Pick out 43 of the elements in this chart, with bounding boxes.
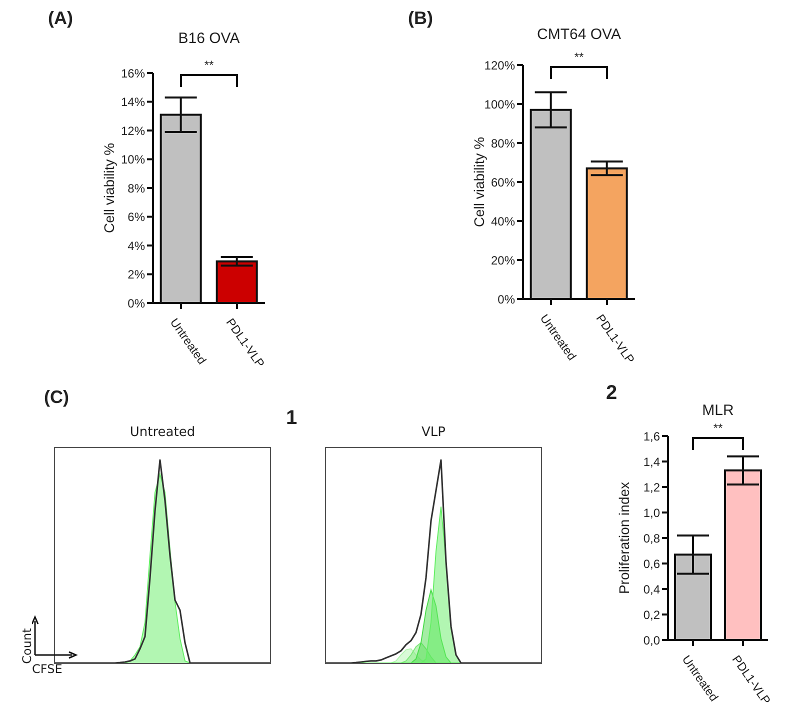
chart-title: VLP [420,425,446,440]
text: 1 [286,407,298,430]
y-tick-label: 10% [120,152,146,167]
text: 2 [606,382,618,405]
y-tick-label: 100% [484,97,516,112]
y-tick-label: 0,2 [643,608,660,622]
text: ** [712,421,724,435]
y-tick-label: 0% [128,296,146,310]
chart-title: Untreated [128,425,196,440]
y-tick-label: 2% [128,268,146,282]
y-tick-label: 20% [490,253,516,268]
y-tick-label: 60% [490,175,516,190]
text: (C) [44,387,69,408]
y-tick-label: 0,6 [643,556,660,571]
y-tick-label: 1,0 [643,506,660,520]
text: ** [573,50,585,64]
y-tick-label: 14% [120,95,146,110]
chart-title: CMT64 OVA [536,26,622,43]
y-tick-label: 16% [120,66,146,80]
y-tick-label: 0,8 [643,531,660,546]
y-tick-label: 1,6 [643,429,660,444]
text: (A) [48,8,73,29]
x-axis-title: CFSE [32,662,62,676]
text: ** [203,58,215,72]
y-tick-label: 6% [128,210,146,224]
y-tick-label: 80% [490,136,516,150]
y-axis-title: Count [20,627,34,664]
y-axis-title: Cell viability % [470,136,487,228]
chart-title: MLR [701,402,735,419]
y-tick-label: 40% [490,214,516,228]
y-tick-label: 0,0 [643,633,660,648]
y-tick-label: 4% [128,238,146,253]
y-axis-title: Proliferation index [616,482,632,594]
y-axis-title: Cell viability % [100,142,117,234]
y-tick-label: 0,4 [643,582,660,596]
chart-title: B16 OVA [177,30,241,47]
y-tick-label: 8% [128,181,146,196]
y-tick-label: 120% [484,58,516,72]
y-tick-label: 12% [120,124,146,138]
y-tick-label: 1,4 [643,454,660,469]
text: (B) [408,8,433,29]
y-tick-label: 0% [498,292,516,306]
y-tick-label: 1,2 [643,480,660,494]
